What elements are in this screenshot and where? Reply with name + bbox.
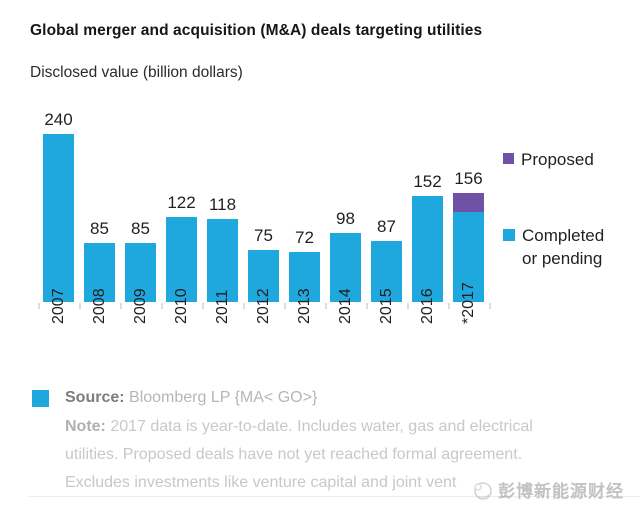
- note-line-2: utilities. Proposed deals have not yet r…: [65, 446, 523, 463]
- year-label-text: 2012: [254, 288, 272, 324]
- year-label-text: 2013: [295, 288, 313, 324]
- bar-completed-2012: [248, 249, 279, 302]
- source-line: Source: Bloomberg LP {MA< GO>}: [65, 389, 317, 407]
- year-label-2007: 2007: [49, 288, 68, 366]
- year-label-2008: 2008: [90, 288, 109, 366]
- bar-completed-2015: [371, 241, 402, 302]
- year-label-2013: 2013: [295, 288, 314, 366]
- bnef-logo-icon: [474, 481, 492, 500]
- axis-tick: [243, 303, 245, 309]
- bar-completed-2017: [453, 212, 484, 302]
- value-label-2012: 75: [254, 225, 273, 245]
- bar-completed-2016: [412, 195, 443, 302]
- bar-completed-2013: [289, 251, 320, 302]
- completed-swatch-icon: [503, 229, 515, 241]
- year-label-text: *2017: [459, 282, 477, 324]
- value-label-2016: 152: [413, 171, 442, 191]
- year-label-text: 2014: [336, 288, 354, 324]
- year-label-2017: *2017: [459, 282, 478, 366]
- axis-tick: [489, 303, 491, 309]
- note-line-1: Note: 2017 data is year-to-date. Include…: [65, 418, 533, 436]
- bottom-divider: [28, 496, 640, 497]
- year-label-text: 2009: [131, 288, 149, 324]
- axis-tick: [366, 303, 368, 309]
- year-label-text: 2011: [213, 289, 231, 324]
- value-label-2014: 98: [336, 209, 355, 229]
- axis-tick: [120, 303, 122, 309]
- axis-tick: [325, 303, 327, 309]
- axis-tick: [79, 303, 81, 309]
- chart-title: Global merger and acquisition (M&A) deal…: [30, 22, 483, 39]
- watermark-text: 彭博新能源财经: [498, 482, 624, 501]
- legend-item-completed: Completed or pending: [503, 224, 622, 270]
- legend-label-proposed: Proposed: [521, 150, 594, 169]
- year-label-2009: 2009: [131, 288, 150, 366]
- bar-proposed-2017: [453, 192, 484, 213]
- year-label-2011: 2011: [213, 289, 232, 366]
- year-label-text: 2008: [90, 288, 108, 324]
- bar-completed-2011: [207, 219, 238, 302]
- value-label-2015: 87: [377, 217, 396, 237]
- value-label-2011: 118: [208, 195, 237, 215]
- value-label-2008: 85: [90, 218, 109, 238]
- bar-completed-2010: [166, 216, 197, 302]
- year-label-2010: 2010: [172, 288, 191, 366]
- year-label-text: 2010: [172, 288, 190, 324]
- source-swatch-icon: [32, 390, 49, 407]
- source-text: Bloomberg LP {MA< GO>}: [129, 389, 318, 406]
- source-label: Source:: [65, 389, 125, 406]
- bar-completed-2014: [330, 233, 361, 302]
- note-text-1: 2017 data is year-to-date. Includes wate…: [110, 418, 533, 435]
- bar-completed-2007: [43, 134, 74, 302]
- value-label-2013: 72: [295, 227, 314, 247]
- axis-tick: [407, 303, 409, 309]
- year-label-2016: 2016: [418, 288, 437, 366]
- bar-completed-2009: [125, 242, 156, 302]
- year-label-text: 2016: [418, 288, 436, 324]
- value-label-2017: 156: [454, 168, 483, 188]
- proposed-swatch-icon: [503, 153, 514, 164]
- axis-tick: [38, 303, 40, 309]
- axis-tick: [161, 303, 163, 309]
- year-label-2014: 2014: [336, 288, 355, 366]
- year-label-text: 2007: [49, 288, 67, 324]
- watermark: 彭博新能源财经: [471, 477, 624, 502]
- axis-tick: [284, 303, 286, 309]
- note-label: Note:: [65, 418, 106, 435]
- axis-tick: [202, 303, 204, 309]
- legend-label-completed: Completed or pending: [522, 226, 605, 268]
- year-label-2012: 2012: [254, 288, 273, 366]
- axis-tick: [448, 303, 450, 309]
- value-label-2007: 240: [44, 110, 73, 129]
- value-label-2010: 122: [167, 192, 196, 212]
- year-label-text: 2015: [377, 288, 395, 324]
- legend-item-proposed: Proposed: [503, 148, 594, 171]
- bar-completed-2008: [84, 242, 115, 302]
- value-label-2009: 85: [131, 218, 150, 238]
- note-line-3: Excludes investments like venture capita…: [65, 474, 457, 491]
- chart-subtitle: Disclosed value (billion dollars): [30, 64, 243, 81]
- year-label-2015: 2015: [377, 288, 396, 366]
